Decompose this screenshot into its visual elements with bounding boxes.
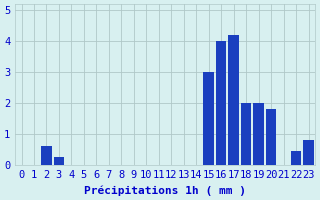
- Bar: [228, 35, 239, 165]
- Bar: [253, 103, 264, 165]
- X-axis label: Précipitations 1h ( mm ): Précipitations 1h ( mm ): [84, 185, 246, 196]
- Bar: [291, 151, 301, 165]
- Bar: [303, 140, 314, 165]
- Bar: [54, 157, 64, 165]
- Bar: [204, 72, 214, 165]
- Bar: [266, 109, 276, 165]
- Bar: [216, 41, 227, 165]
- Bar: [41, 146, 52, 165]
- Bar: [241, 103, 252, 165]
